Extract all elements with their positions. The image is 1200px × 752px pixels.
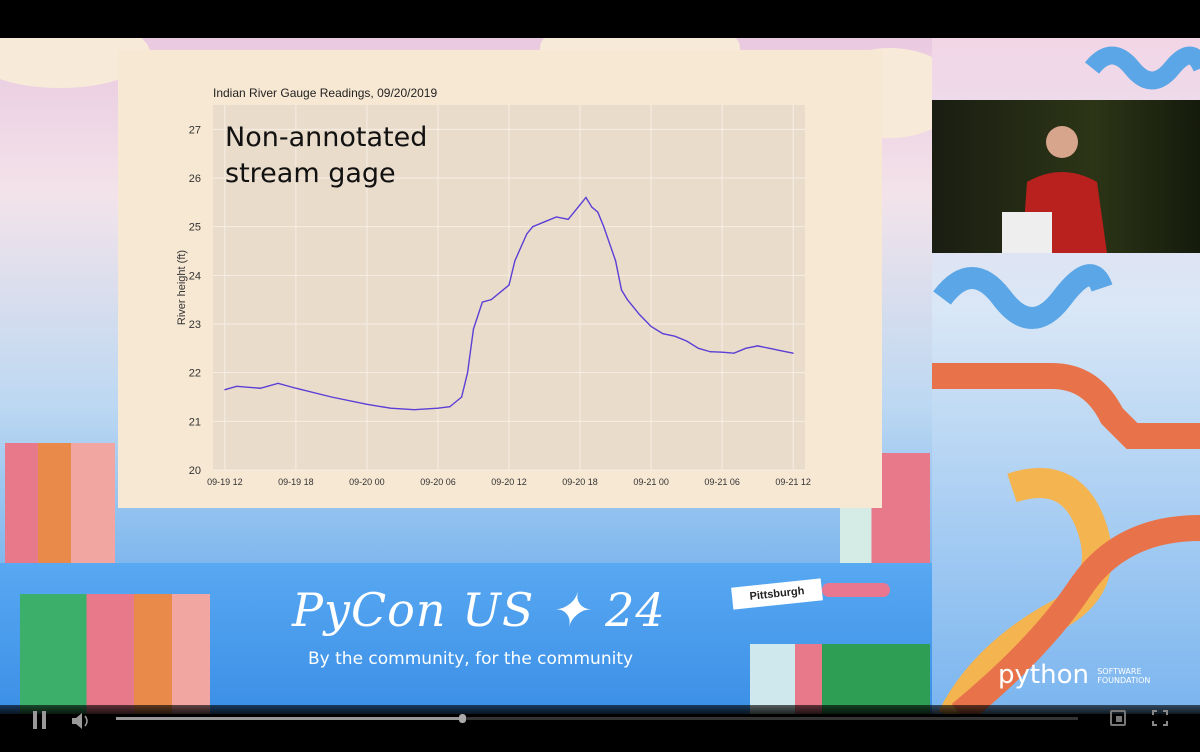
pycon-banner: PyCon US ✦ 24 By the community, for the … [0,563,932,714]
data-point [585,196,587,199]
x-tick-label: 09-20 12 [491,477,527,487]
data-point [709,351,711,353]
y-tick-label: 21 [189,416,201,428]
y-tick-label: 23 [189,319,201,331]
data-point [532,226,534,228]
player-controls [0,705,1200,752]
seek-bar[interactable] [116,714,1078,723]
x-tick-label: 09-20 06 [420,477,456,487]
data-point [721,351,723,353]
data-point [792,352,794,354]
data-point [597,211,599,213]
data-point [745,347,747,349]
data-point [330,396,332,398]
data-point [567,218,569,220]
speaker-video [932,100,1200,253]
chart-slide: 20 21 22 23 24 25 26 27 09-19 12 09-19 18 09-20 00… [118,50,882,508]
y-tick-label: 22 [189,368,201,380]
data-point [626,299,628,301]
data-point [508,284,510,286]
data-point [437,407,439,409]
x-tick-label: 09-19 12 [207,477,243,487]
pause-icon[interactable] [33,711,47,729]
slide-background: 20 21 22 23 24 25 26 27 09-19 12 09-19 18 09-20 00… [0,38,960,563]
slide-overlay-title: Non-annotated stream gage [225,120,427,192]
data-point [449,406,451,408]
y-axis-label: River height (ft) [176,250,188,325]
overlay-title-line1: Non-annotated [225,122,428,153]
data-point [472,328,475,330]
x-tick-label: 09-19 18 [278,477,314,487]
fullscreen-icon[interactable] [1152,710,1168,726]
speaker-figure [1002,126,1107,253]
plane-icon [822,583,890,597]
data-point [620,289,623,291]
y-tick-label: 25 [189,222,201,234]
data-point [768,347,771,349]
data-point [697,347,700,349]
city-flag: Pittsburgh [731,578,823,610]
chart-title: Indian River Gauge Readings, 09/20/2019 [213,86,437,100]
psf-logo-text: python [998,660,1089,690]
city-illustration [20,594,210,714]
overlay-title-line2: stream gage [225,158,396,189]
data-point [413,409,415,411]
data-point [259,387,261,389]
data-point [573,211,575,213]
x-tick-label: 09-20 00 [349,477,385,487]
data-point [526,233,528,235]
y-tick-label: 27 [189,124,201,136]
data-point [603,226,605,228]
seek-handle[interactable] [459,714,467,723]
x-tick-label: 09-21 00 [633,477,669,487]
data-point [490,299,492,301]
data-point [555,216,557,218]
x-tick-label: 09-20 18 [562,477,598,487]
line-chart: 20 21 22 23 24 25 26 27 09-19 12 09-19 18 09-20 00… [176,86,811,487]
picture-in-picture-icon[interactable] [1110,710,1126,726]
y-tick-label: 26 [189,173,201,185]
x-tick-label: 09-21 06 [704,477,740,487]
video-frame[interactable]: 20 21 22 23 24 25 26 27 09-19 12 09-19 18 09-20 00… [0,38,1200,714]
data-point [502,289,504,291]
data-point [514,260,516,262]
data-point [466,372,469,374]
event-logo: PyCon US ✦ 24 [292,583,666,637]
data-point [614,260,617,262]
data-point [543,221,546,223]
data-point [481,301,483,303]
trees-illustration [750,644,930,714]
data-point [686,340,688,342]
psf-sub1: SOFTWARE [1097,666,1142,676]
data-point [236,385,238,387]
y-tick-label: 24 [189,270,201,282]
event-tagline: By the community, for the community [308,649,634,669]
psf-sub2: FOUNDATION [1097,675,1151,685]
city-skyline-left [5,443,115,563]
data-point [224,389,226,391]
data-point [662,333,664,335]
data-point [733,352,735,354]
data-point [591,206,593,208]
y-tick-label: 20 [189,465,201,477]
data-point [295,387,297,389]
psf-logo: python SOFTWARE FOUNDATION [998,660,1150,690]
data-point [674,335,676,337]
seek-progress [116,717,463,720]
volume-icon[interactable] [70,711,94,731]
data-point [757,345,759,347]
data-point [277,382,279,384]
data-point [780,350,782,352]
data-point [579,204,581,206]
x-tick-label: 09-21 12 [775,477,811,487]
right-decor-panel: python SOFTWARE FOUNDATION [932,38,1200,714]
snake-illustration [932,46,1200,714]
data-point [461,396,463,398]
data-point [390,407,392,409]
data-point [650,325,652,328]
data-point [366,403,368,405]
data-point [638,313,640,315]
